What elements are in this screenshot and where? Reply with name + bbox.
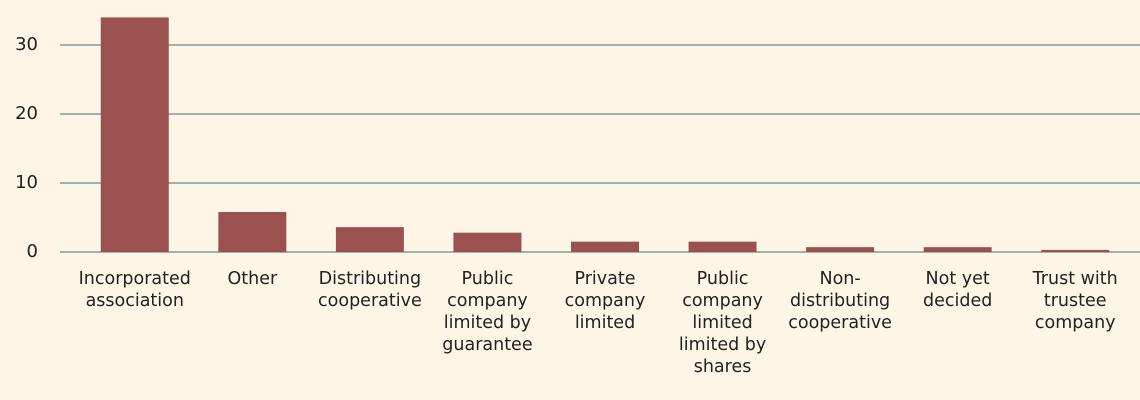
- x-tick-label: Public company limited by guarantee: [442, 269, 533, 355]
- bar: [453, 232, 522, 252]
- bar: [218, 211, 287, 252]
- bar: [688, 241, 757, 252]
- x-tick-label: Distributing cooperative: [318, 269, 422, 311]
- x-tick-label: Not yet decided: [922, 269, 993, 311]
- y-tick-label: 30: [15, 34, 38, 55]
- bar: [1041, 249, 1110, 252]
- bar: [571, 241, 639, 252]
- x-tick-label: Private company limited: [564, 269, 646, 333]
- y-tick-label: 0: [27, 241, 38, 262]
- y-tick-label: 20: [15, 103, 38, 124]
- bar: [923, 247, 992, 252]
- bar: [335, 227, 404, 252]
- bar: [806, 247, 875, 252]
- x-tick-label: Incorporated association: [78, 269, 191, 311]
- bar: [100, 17, 169, 253]
- x-tick-label: Trust with trustee company: [1032, 269, 1118, 333]
- x-tick-label: Non-distributing cooperative: [788, 269, 892, 333]
- y-tick-label: 10: [15, 172, 38, 193]
- x-tick-label: Public company limited limited by shares: [678, 269, 767, 377]
- x-tick-label: Other: [227, 269, 278, 289]
